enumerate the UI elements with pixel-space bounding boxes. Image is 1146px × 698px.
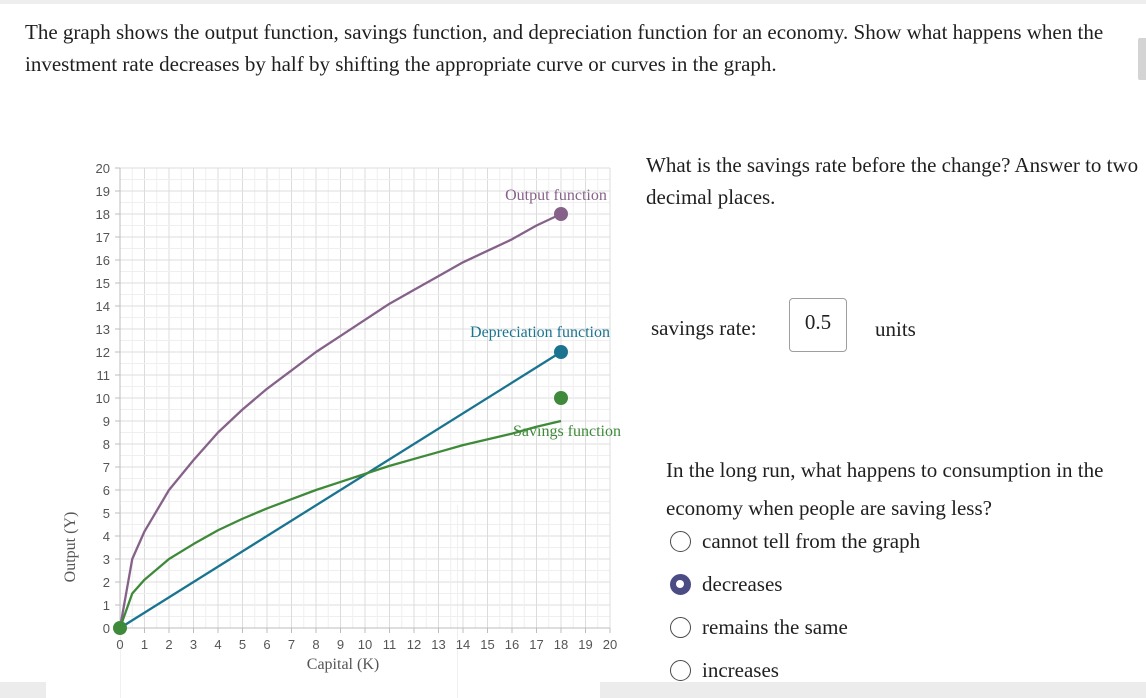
bottom-band-right (600, 682, 1146, 698)
x-tick-label: 12 (407, 637, 421, 652)
scrollbar-thumb[interactable] (1138, 38, 1146, 80)
x-tick-label: 2 (165, 637, 172, 652)
x-tick-label: 18 (554, 637, 568, 652)
y-tick-label: 9 (103, 414, 110, 429)
x-tick-label: 1 (141, 637, 148, 652)
y-tick-label: 7 (103, 460, 110, 475)
x-tick-labels: 0 1 2 3 4 5 6 7 8 9 10 11 12 13 14 15 16 17 18 19 20 (116, 628, 617, 652)
y-tick-label: 11 (97, 368, 111, 383)
top-divider (0, 0, 1146, 4)
y-tick-label: 14 (96, 299, 110, 314)
x-tick-label: 3 (190, 637, 197, 652)
y-tick-label: 20 (96, 161, 110, 176)
y-tick-label: 5 (103, 506, 110, 521)
option-label: decreases (702, 571, 783, 596)
option-label: cannot tell from the graph (702, 528, 921, 553)
radio-cannot-tell[interactable] (670, 530, 691, 552)
x-tick-label: 14 (456, 637, 470, 652)
origin-point[interactable] (113, 621, 127, 635)
y-tick-label: 10 (96, 391, 110, 406)
x-tick-label: 0 (116, 637, 123, 652)
y-tick-label: 13 (96, 322, 110, 337)
curves (118, 212, 562, 629)
radio-increases[interactable] (670, 659, 691, 681)
y-tick-label: 1 (103, 598, 110, 613)
x-tick-label: 9 (337, 637, 344, 652)
x-tick-label: 19 (578, 637, 592, 652)
x-tick-label: 8 (312, 637, 319, 652)
grid (119, 167, 611, 629)
depreciation-function-handle[interactable] (554, 345, 568, 359)
y-tick-label: 15 (96, 276, 110, 291)
x-tick-label: 7 (288, 637, 295, 652)
savings-rate-question: What is the savings rate before the chan… (646, 153, 1139, 209)
y-tick-label: 3 (103, 552, 110, 567)
y-axis-title: Output (Y) (62, 512, 79, 583)
output-function-label: Output function (505, 187, 607, 204)
output-function-curve (118, 212, 562, 629)
option-label: increases (702, 657, 779, 682)
option-cannot-tell[interactable]: cannot tell from the graph (670, 528, 920, 554)
depreciation-function-label: Depreciation function (470, 324, 610, 341)
x-tick-label: 17 (529, 637, 543, 652)
bottom-band-left (0, 682, 46, 698)
savings-function-curve (118, 419, 562, 629)
radio-remains-the-same[interactable] (670, 616, 691, 638)
option-decreases[interactable]: decreases (670, 571, 782, 597)
savings-function-label: Savings function (513, 423, 621, 440)
x-tick-label: 5 (239, 637, 246, 652)
y-tick-label: 17 (96, 230, 110, 245)
option-remains-the-same[interactable]: remains the same (670, 614, 848, 640)
y-tick-label: 6 (103, 483, 110, 498)
x-tick-label: 15 (480, 637, 494, 652)
x-tick-label: 20 (603, 637, 617, 652)
x-tick-label: 4 (214, 637, 221, 652)
output-function-handle[interactable] (554, 207, 568, 221)
savings-function-handle[interactable] (554, 391, 568, 405)
y-tick-label: 18 (96, 207, 110, 222)
y-tick-label: 12 (96, 345, 110, 360)
depreciation-function-curve (119, 351, 562, 629)
x-tick-label: 10 (358, 637, 372, 652)
x-tick-label: 11 (383, 637, 397, 652)
option-label: remains the same (702, 614, 848, 639)
curve-handles[interactable] (113, 207, 568, 635)
y-tick-label: 0 (103, 621, 110, 636)
y-tick-label: 8 (103, 437, 110, 452)
y-tick-label: 16 (96, 253, 110, 268)
y-tick-label: 2 (103, 575, 110, 590)
x-tick-label: 16 (505, 637, 519, 652)
x-tick-label: 13 (431, 637, 445, 652)
x-tick-label: 6 (263, 637, 270, 652)
option-increases[interactable]: increases (670, 657, 779, 683)
savings-rate-units: units (875, 317, 916, 341)
y-tick-label: 19 (96, 184, 110, 199)
y-tick-label: 4 (103, 529, 110, 544)
consumption-question: In the long run, what happens to consump… (666, 458, 1104, 520)
problem-prompt: The graph shows the output function, sav… (25, 20, 1104, 76)
x-axis-title: Capital (K) (307, 656, 379, 673)
savings-rate-input[interactable] (789, 298, 847, 352)
radio-decreases[interactable] (670, 573, 691, 595)
savings-rate-label: savings rate: (651, 316, 757, 340)
